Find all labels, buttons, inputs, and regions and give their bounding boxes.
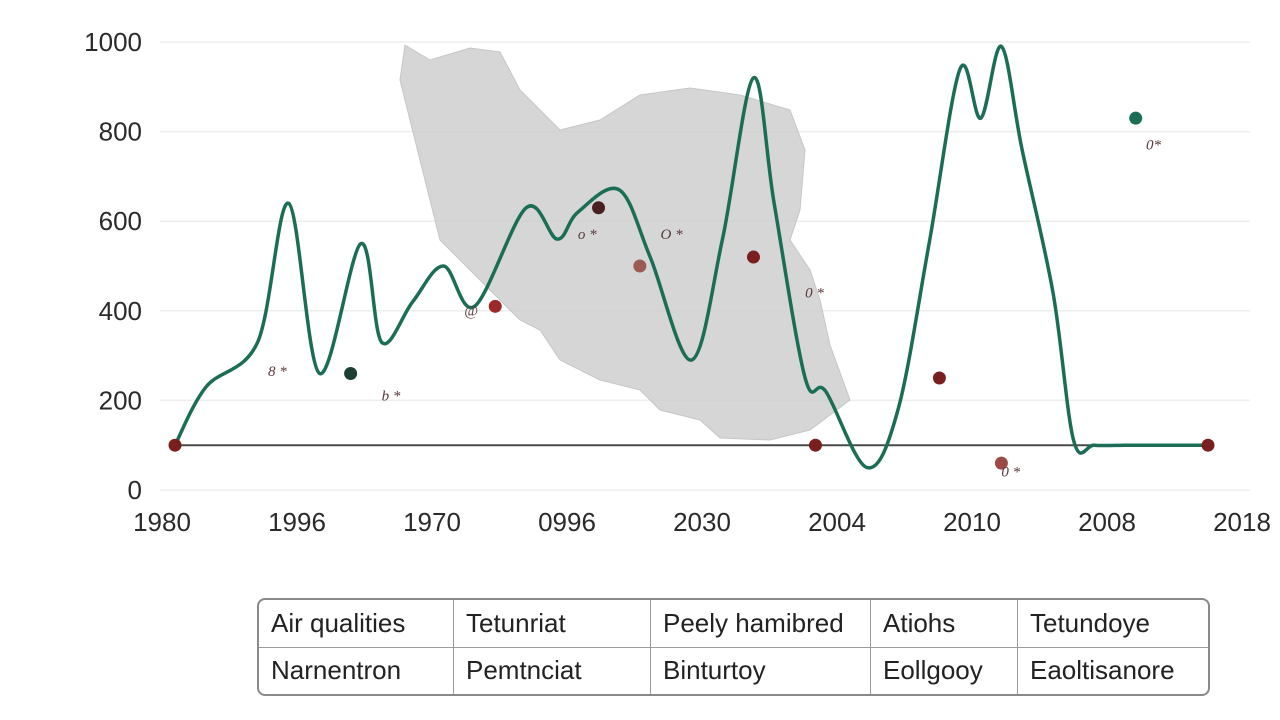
legend-row: Narnentron Pemtnciat Binturtoy Eollgooy …	[259, 647, 1208, 694]
x-tick-label: 2010	[943, 507, 1001, 537]
legend-cell: Narnentron	[259, 647, 454, 694]
series-line	[173, 44, 1210, 470]
annotation-label: O *	[661, 227, 684, 243]
y-tick-label: 1000	[84, 27, 142, 57]
legend-cell: Eollgooy	[871, 647, 1018, 694]
annotation-label: 0 *	[805, 285, 824, 301]
y-tick-label: 400	[99, 296, 142, 326]
x-tick-label: 1980	[133, 507, 191, 537]
line-chart: 8 *b *@o * O *0 *0 *0* 02004006008001000 …	[84, 27, 1271, 537]
data-point-marker	[746, 250, 760, 264]
map-of-iran-image	[399, 44, 851, 441]
x-tick-label: 2030	[673, 507, 731, 537]
x-tick-label: 2018	[1213, 507, 1271, 537]
y-tick-label: 800	[99, 117, 142, 147]
x-tick-label: 1970	[403, 507, 461, 537]
y-tick-label: 200	[99, 385, 142, 415]
legend-cell: Peely hamibred	[651, 600, 871, 648]
marker-group	[168, 111, 1215, 470]
y-tick-label: 600	[99, 206, 142, 236]
data-point-marker	[168, 438, 182, 452]
data-point-marker	[932, 371, 946, 385]
legend-table: Air qualities Tetunriat Peely hamibred A…	[257, 598, 1210, 696]
legend-cell: Eaoltisanore	[1030, 655, 1175, 686]
data-point-marker	[633, 259, 647, 273]
y-axis-ticks: 0 200 400 600 800 1000	[84, 27, 142, 505]
annotation-label: b *	[382, 388, 401, 404]
legend-cell: Tetunriat	[454, 600, 651, 648]
annotation-label: 8 *	[268, 364, 287, 380]
y-tick-label: 0	[128, 475, 142, 505]
x-axis-ticks: 1980 1996 1970 0996 2030 2004 2010 2008 2018	[133, 507, 1271, 537]
x-tick-label: 1996	[268, 507, 326, 537]
annotation-label: @	[464, 303, 478, 319]
legend-cell: Tetundoye	[1018, 600, 1208, 648]
annotation-label: 0 *	[1001, 465, 1020, 481]
data-point-marker	[344, 367, 358, 381]
legend-cell: Air qualities	[259, 600, 454, 648]
data-point-marker	[808, 438, 822, 452]
legend-cell: Atiohs	[871, 600, 1018, 648]
x-tick-label: 0996	[538, 507, 596, 537]
x-tick-label: 2008	[1078, 507, 1136, 537]
legend-row: Air qualities Tetunriat Peely hamibred A…	[259, 600, 1208, 648]
data-point-marker	[994, 456, 1008, 470]
data-point-marker	[592, 201, 606, 215]
data-point-marker	[488, 299, 502, 313]
legend-cell: Pemtnciat	[454, 647, 651, 694]
annotation-group: 8 * b * @ o * O * 0 * 0 * 0*	[268, 138, 1162, 481]
data-point-marker	[1129, 111, 1143, 125]
series-group	[173, 44, 1210, 470]
annotation-label: o *	[578, 227, 597, 243]
map-background	[399, 44, 851, 441]
annotation-label: 0*	[1146, 138, 1162, 154]
x-tick-label: 2004	[808, 507, 866, 537]
legend-cell: Binturtoy	[651, 647, 871, 694]
data-point-marker	[1201, 438, 1215, 452]
